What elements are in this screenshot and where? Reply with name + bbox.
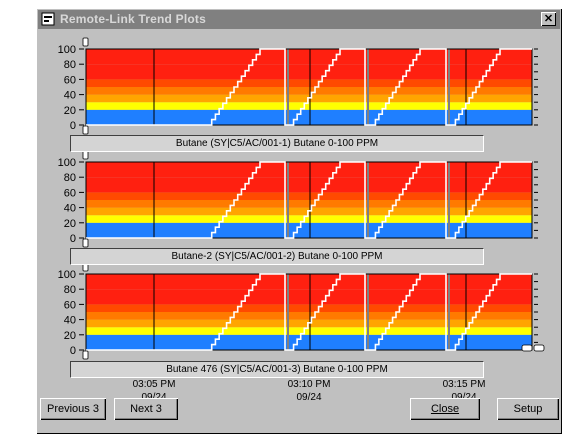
plot-2-label: Butane-2 (SY|C5/AC/001-2) Butane 0-100 P…	[70, 248, 484, 265]
plot-1-band	[86, 64, 532, 80]
plot-3-y-tick-label: 60	[64, 299, 76, 311]
close-window-button[interactable]: ✕	[541, 12, 556, 26]
plot-2-band	[86, 200, 532, 208]
plot-1-y-tick-label: 0	[70, 120, 76, 132]
plot-2-y-tick-label: 0	[70, 233, 76, 245]
time-label-1-time: 03:05 PM	[132, 379, 176, 390]
plot-3-band	[86, 327, 532, 335]
close-button[interactable]: Close	[410, 398, 480, 420]
time-scroll-handle-right	[533, 344, 545, 352]
time-label-3-time: 03:15 PM	[442, 379, 486, 390]
plot-2-band	[86, 215, 532, 223]
time-label-1: 03:05 PM 09/24	[119, 378, 189, 404]
plot-2-trace	[86, 161, 532, 239]
plot-3-y-tick-label: 40	[64, 315, 76, 327]
time-scroll-handle-left	[521, 344, 533, 352]
plot-3-scale-bottom-handle	[82, 350, 89, 360]
plot-1-y-tick-label: 40	[64, 90, 76, 102]
plot-2-y-tick-label: 80	[64, 172, 76, 184]
plot-2-scale-top-handle	[82, 150, 89, 160]
plot-3-y-tick-label: 100	[58, 269, 76, 281]
time-label-2-date: 09/24	[296, 392, 322, 403]
plot-2-band	[86, 192, 532, 200]
plot-2-y-tick-label: 100	[58, 157, 76, 169]
plot-2-scale-bottom-handle	[82, 238, 89, 248]
window-title: Remote-Link Trend Plots	[60, 12, 206, 26]
plot-1-y-tick-label: 20	[64, 105, 76, 117]
plot-1-band	[86, 49, 532, 65]
plot-3-label: Butane 476 (SY|C5/AC/001-3) Butane 0-100…	[70, 361, 484, 378]
next-3-button[interactable]: Next 3	[114, 398, 178, 420]
plot-2-y-tick-label: 20	[64, 218, 76, 230]
setup-button[interactable]: Setup	[497, 398, 559, 420]
plot-1-scale-bottom-handle	[82, 125, 89, 135]
time-label-3: 03:15 PM 09/24	[429, 378, 499, 404]
plot-3-band	[86, 274, 532, 290]
plot-1-trace	[86, 48, 532, 126]
plot-1-y-tick-label: 60	[64, 74, 76, 86]
plot-3-y-tick-label: 0	[70, 345, 76, 357]
close-icon: ✕	[543, 13, 554, 25]
previous-3-button[interactable]: Previous 3	[40, 398, 106, 420]
plot-1-band	[86, 109, 532, 125]
app-icon	[41, 12, 55, 26]
plot-2-band	[86, 162, 532, 178]
plot-1-y-tick-label: 80	[64, 59, 76, 71]
plot-2-y-tick-label: 60	[64, 187, 76, 199]
plot-3-band	[86, 334, 532, 350]
close-button-label: Close	[430, 403, 460, 415]
title-bar: Remote-Link Trend Plots ✕	[38, 10, 560, 29]
plot-2-frame	[85, 161, 533, 239]
plot-2-band	[86, 222, 532, 238]
plot-3-band	[86, 312, 532, 320]
plot-1-label: Butane (SY|C5/AC/001-1) Butane 0-100 PPM	[70, 135, 484, 152]
time-label-2: 03:10 PM 09/24	[274, 378, 344, 404]
plot-3-trace	[86, 273, 532, 351]
plot-3-y-tick-label: 80	[64, 284, 76, 296]
time-label-3-date: 09/24	[429, 391, 499, 404]
plot-1-band	[86, 102, 532, 110]
time-label-2-time: 03:10 PM	[287, 379, 331, 390]
plot-3-band	[86, 289, 532, 305]
plot-3-frame	[85, 273, 533, 351]
plot-3-band	[86, 304, 532, 312]
plot-3-y-tick-label: 20	[64, 330, 76, 342]
plot-1-scale-top-handle	[82, 37, 89, 47]
plot-1-band	[86, 87, 532, 95]
plot-1-frame	[85, 48, 533, 126]
plot-2-band	[86, 177, 532, 193]
time-label-1-date: 09/24	[119, 391, 189, 404]
plot-1-y-tick-label: 100	[58, 44, 76, 56]
plot-1-band	[86, 79, 532, 87]
plot-2-y-tick-label: 40	[64, 203, 76, 215]
